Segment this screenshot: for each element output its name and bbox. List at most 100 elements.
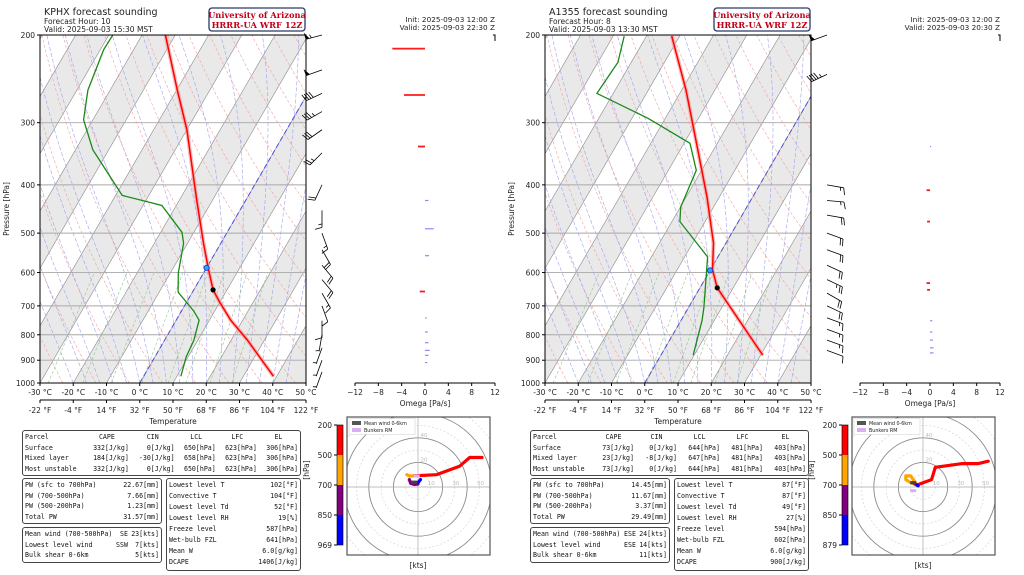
barb-full — [325, 264, 331, 270]
legend-swatch-mean-wind — [352, 421, 361, 425]
table-cell: 184[J/kg] — [93, 454, 129, 463]
table-row: Mean W 6.0[g/kg] — [677, 545, 806, 556]
barb-pennant — [808, 34, 815, 41]
mixing-ratio-line — [714, 272, 753, 383]
logo-box — [713, 7, 811, 32]
barb-staff — [826, 317, 844, 325]
thermo-params-table: Lowest level T 102[°F] Convective T 104[°F]… — [166, 478, 301, 571]
barb-full — [840, 217, 843, 225]
table-cell: 403[hPa] — [774, 464, 806, 473]
logo-text: HRRR-UA WRF 12Z — [212, 20, 303, 30]
barb-staff — [315, 347, 323, 364]
table-cell: Total PW — [533, 512, 565, 521]
wind-barb — [826, 214, 845, 226]
celsius-tick-label: 40 °C — [262, 388, 283, 397]
colorbar-label: 500 — [318, 451, 333, 460]
colorbar-segment — [337, 515, 343, 545]
barb-full — [326, 276, 332, 283]
wind-barb — [321, 264, 334, 285]
table-cell: 602[hPa] — [774, 535, 806, 544]
table-cell: 650[hPa] — [183, 443, 216, 452]
barb-half — [836, 284, 838, 288]
ring-label: 30 — [957, 481, 964, 487]
pressure-tick-label: 900 — [21, 356, 36, 365]
omega-tick-label: 12 — [490, 388, 500, 397]
table-cell: EL — [274, 433, 283, 442]
dry-adiabat — [651, 35, 811, 318]
table-cell: 481[hPa] — [731, 443, 763, 452]
mixing-ratio-line — [231, 272, 269, 383]
omega-tick-label: −12 — [852, 388, 868, 397]
dewpoint-profile — [595, 35, 709, 356]
moist-adiabat — [40, 183, 114, 383]
hodograph-trace — [416, 478, 423, 485]
table-cell: Lowest level T — [677, 481, 733, 490]
table-cell: ESE — [624, 540, 636, 549]
hodograph-unit-label: [kts] — [914, 561, 931, 570]
lcl-marker — [210, 287, 216, 293]
wind-barb — [826, 305, 843, 321]
colorbar-label: 879 — [823, 541, 838, 550]
ring-label: 10 — [933, 481, 940, 487]
table-row: PW (500-200hPa) 1.23[mm] — [25, 501, 159, 512]
fahrenheit-tick-label: 50 °F — [163, 406, 183, 415]
table-cell: CAPE — [605, 433, 622, 442]
wind-barb — [321, 249, 331, 270]
table-row: Mean W 6.0[g/kg] — [169, 545, 298, 556]
station-title: A1355 forecast sounding — [549, 7, 668, 18]
barb-staff — [826, 279, 843, 288]
celsius-tick-label: -30 °C — [533, 388, 557, 397]
wind-barb — [826, 292, 843, 309]
barb-staff — [321, 232, 329, 250]
moist-adiabat — [545, 300, 579, 383]
table-row: PW (700-500hPa) 11.67[mm] — [533, 491, 667, 502]
barb-full — [301, 94, 307, 101]
table-cell: 332[J/kg] — [93, 443, 129, 452]
wind-barb — [315, 334, 323, 352]
barb-full — [843, 201, 846, 210]
moist-adiabat — [545, 264, 592, 383]
omega-tick-label: −8 — [373, 388, 384, 397]
table-cell: Lowest level wind — [25, 540, 93, 549]
moist-adiabat — [142, 35, 208, 383]
moist-adiabat — [750, 35, 774, 383]
barb-full — [842, 335, 844, 343]
moist-adiabat — [46, 35, 154, 383]
wind-barb — [307, 184, 323, 201]
table-row: Surface 332[J/kg] 0[J/kg] 650[hPa] 623[hPa] 3… — [25, 443, 298, 454]
table-row: Mixed layer 184[J/kg] -30[J/kg] 658[hPa] 623… — [25, 453, 298, 464]
moist-adiabat — [790, 273, 811, 383]
pressure-tick-label: 300 — [526, 119, 541, 128]
barb-full — [839, 301, 843, 309]
barb-pennant — [303, 69, 310, 76]
table-row: DCAPE 900[J/kg] — [677, 556, 806, 567]
table-cell: 0[J/kg] — [146, 464, 175, 473]
mixing-ratio-line — [552, 272, 600, 383]
barb-staff — [321, 264, 334, 279]
table-cell: Wet-bulb FZL — [169, 535, 217, 544]
colorbar-unit-label: [hPa] — [807, 460, 816, 479]
dry-adiabat — [104, 35, 296, 383]
table-row: Freeze level 587[hPa] — [169, 524, 298, 535]
table-cell: Freeze level — [169, 525, 217, 533]
isotherm-band — [246, 35, 481, 383]
barb-staff — [321, 292, 331, 309]
barb-full — [321, 321, 329, 327]
barb-full — [323, 262, 330, 268]
table-row: Lowest level wind ESE 14[kts] — [533, 540, 667, 551]
barb-full — [838, 311, 841, 320]
dry-adiabat — [251, 35, 306, 131]
barb-staff — [826, 264, 843, 273]
fahrenheit-tick-label: -4 °F — [569, 406, 587, 415]
dry-adiabat — [609, 35, 801, 383]
moist-adiabat — [591, 35, 685, 383]
table-cell: Lowest level Td — [169, 503, 229, 512]
barb-full — [837, 300, 840, 308]
barb-full — [840, 286, 843, 295]
zero-isotherm — [644, 95, 811, 383]
dry-adiabat — [188, 35, 306, 242]
pressure-tick-label: 1000 — [16, 379, 35, 388]
moist-adiabat — [545, 226, 606, 383]
table-row: Lowest level T 87[°F] — [677, 480, 806, 491]
